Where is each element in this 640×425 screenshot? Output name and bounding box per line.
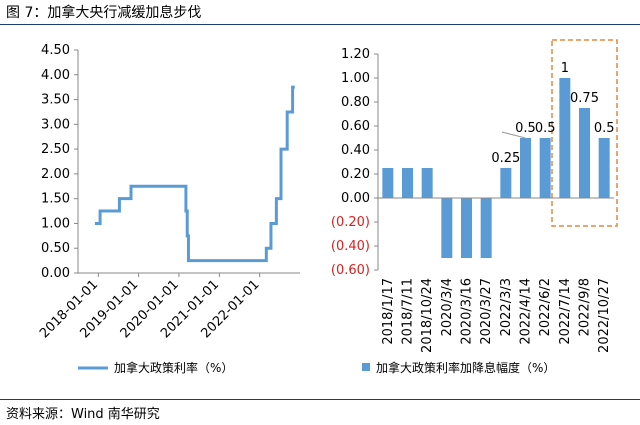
bar-x-tick-label: 2020/3/4 (440, 278, 455, 336)
bar-y-tick-label: 0.80 (341, 95, 370, 110)
bar (579, 108, 590, 198)
bar-x-tick-label: 2020/3/16 (460, 278, 475, 345)
line-y-tick-label: 1.00 (41, 216, 70, 231)
line-y-tick-label: 3.50 (41, 93, 70, 108)
bar (559, 78, 571, 198)
line-y-tick-label: 2.00 (41, 167, 70, 182)
bar (480, 198, 492, 258)
bar (382, 168, 394, 198)
bar-x-tick-label: 2022/4/14 (519, 278, 534, 345)
line-y-tick-label: 3.00 (41, 117, 70, 132)
line-y-tick-label: 4.00 (41, 68, 70, 83)
label-leader-line (501, 131, 526, 139)
bar (441, 198, 453, 258)
source-note: 资料来源：Wind 南华研究 (6, 407, 160, 422)
bar (539, 138, 551, 198)
bar-legend-label: 加拿大政策利率加降息幅度（%） (376, 360, 555, 375)
bar-y-tick-label: 0.00 (341, 191, 370, 206)
bar (402, 168, 413, 198)
bar-x-tick-label: 2022/9/8 (578, 278, 593, 336)
figure-title: 图 7：加拿大央行减缓加息步伐 (6, 5, 202, 21)
bar (598, 138, 610, 198)
bar-y-tick-label: 1.20 (341, 47, 370, 62)
bar-y-tick-label: (0.60) (331, 263, 370, 278)
line-chart: 4.50 4.00 3.50 3.00 2.50 2.00 1.50 1.00 0.50 0.00… (37, 43, 300, 375)
bar-chart: 1.20 1.00 0.80 0.60 0.40 0.20 0.00 (0.20) (0.40)… (331, 39, 618, 375)
bar-x-tick-label: 2018/10/24 (420, 278, 435, 353)
bar-x-tick-label: 2018/7/11 (401, 278, 416, 345)
bar-x-tick-label: 2022/6/2 (538, 278, 553, 336)
bar-y-tick-label: 1.00 (341, 71, 370, 86)
bar-y-tick-label: 0.20 (341, 167, 370, 182)
title-rule (0, 24, 640, 25)
bar (500, 168, 512, 198)
bar-data-label: 1 (561, 61, 569, 76)
line-legend-label: 加拿大政策利率（%） (114, 360, 233, 375)
line-y-tick-label: 4.50 (41, 43, 70, 58)
source-rule (0, 399, 640, 400)
bar-data-label: 0.75 (570, 91, 599, 106)
bar (520, 138, 531, 198)
line-y-tick-label: 1.50 (41, 192, 70, 207)
policy-rate-line (94, 85, 295, 263)
bar-x-tick-label: 2020/3/27 (479, 278, 494, 345)
line-y-tick-label: 2.50 (41, 142, 70, 157)
bar-y-tick-label: (0.20) (331, 215, 370, 230)
bar (461, 198, 472, 258)
bar-data-label: 0.5 (594, 121, 615, 136)
bar-y-tick-label: 0.40 (341, 143, 370, 158)
bar-x-tick-label: 2022/10/27 (597, 278, 612, 353)
bar (421, 168, 433, 198)
bar-y-tick-label: (0.40) (331, 239, 370, 254)
bar-y-tick-label: 0.60 (341, 119, 370, 134)
bar-legend-swatch (362, 363, 370, 371)
bar-data-label: 0.5 (515, 121, 536, 136)
line-y-tick-label: 0.50 (41, 241, 70, 256)
bar-x-tick-label: 2022/3/3 (499, 278, 514, 336)
bar-data-label: 0.5 (535, 121, 556, 136)
highlight-box (551, 39, 618, 227)
line-y-tick-label: 0.00 (41, 266, 70, 281)
bar-x-tick-label: 2018/1/17 (381, 278, 396, 345)
bar-data-label: 0.25 (491, 151, 520, 166)
bar-x-tick-label: 2022/7/14 (558, 278, 573, 345)
